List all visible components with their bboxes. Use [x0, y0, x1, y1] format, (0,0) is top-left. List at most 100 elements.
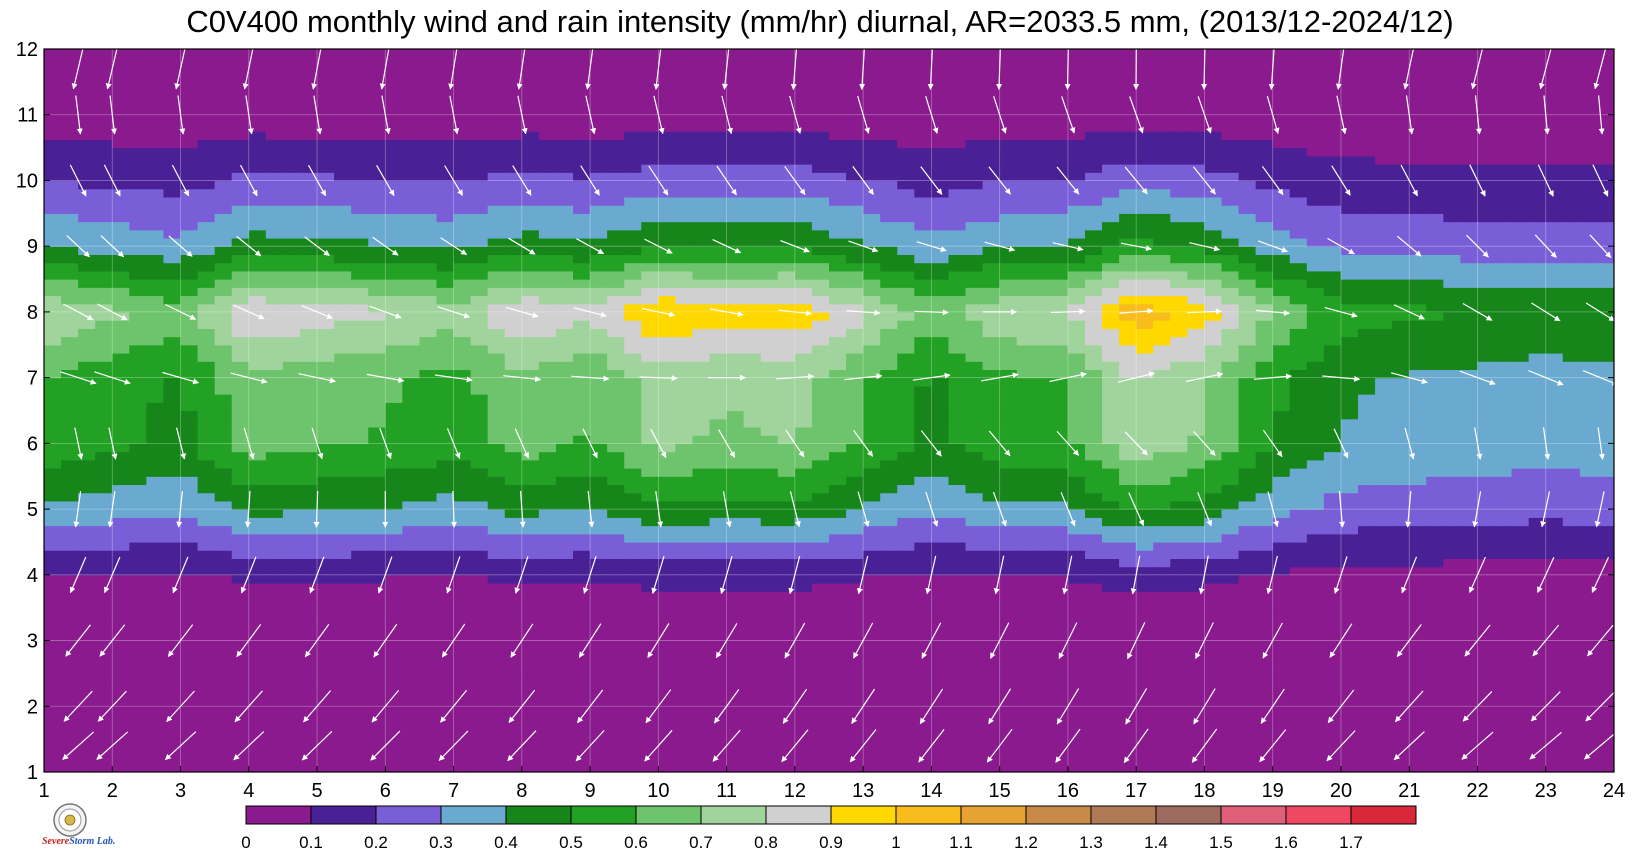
heat-cell	[914, 599, 932, 609]
heat-cell	[897, 681, 915, 691]
heat-cell	[248, 517, 267, 527]
heat-cell	[470, 574, 489, 584]
heat-cell	[487, 180, 506, 190]
heat-cell	[265, 394, 284, 403]
heat-cell	[573, 98, 591, 108]
heat-cell	[368, 295, 386, 305]
heat-cell	[470, 714, 489, 724]
heat-cell	[863, 566, 881, 576]
heat-cell	[948, 533, 967, 543]
heat-cell	[419, 558, 438, 568]
heat-cell	[794, 517, 813, 527]
heat-cell	[846, 344, 864, 354]
heat-cell	[675, 640, 694, 650]
heat-cell	[146, 131, 165, 140]
heat-cell	[709, 739, 728, 748]
heat-cell	[385, 615, 403, 625]
heat-cell	[846, 213, 864, 223]
heat-cell	[436, 311, 455, 321]
heat-cell	[931, 385, 950, 395]
heat-cell	[743, 155, 762, 165]
heat-cell	[197, 57, 216, 67]
heat-cell	[641, 352, 659, 362]
heat-cell	[538, 509, 557, 518]
heat-cell	[863, 435, 881, 444]
heat-cell	[299, 558, 318, 568]
heat-cell	[231, 246, 250, 255]
heat-cell	[948, 541, 967, 551]
heat-cell	[573, 451, 591, 461]
heat-cell	[658, 591, 677, 601]
heat-cell	[282, 254, 301, 264]
heat-cell	[607, 443, 625, 453]
heat-cell	[504, 492, 523, 502]
heat-cell	[197, 706, 216, 716]
heat-cell	[931, 525, 950, 535]
heat-cell	[760, 426, 779, 436]
heat-cell	[675, 468, 694, 477]
heat-cell	[334, 122, 352, 132]
heat-cell	[44, 591, 62, 601]
heat-cell	[777, 689, 796, 699]
heat-cell	[607, 188, 625, 198]
heat-cell	[624, 722, 642, 732]
heat-cell	[61, 328, 79, 338]
heat-cell	[880, 714, 898, 724]
heat-cell	[112, 180, 130, 190]
heat-cell	[95, 566, 113, 576]
heat-cell	[897, 246, 915, 255]
heat-cell	[44, 196, 62, 206]
heat-cell	[555, 188, 574, 198]
heat-cell	[948, 640, 967, 650]
heat-cell	[351, 615, 369, 625]
heat-cell	[368, 525, 386, 535]
heat-cell	[402, 344, 421, 354]
heat-cell	[487, 336, 506, 346]
heat-cell	[231, 443, 250, 453]
heat-cell	[794, 303, 813, 313]
heat-cell	[829, 303, 847, 313]
heat-cell	[78, 131, 96, 140]
heat-cell	[931, 344, 950, 354]
heat-cell	[624, 98, 642, 108]
heat-cell	[829, 591, 847, 601]
heat-cell	[624, 106, 642, 116]
heat-cell	[590, 336, 608, 346]
heat-cell	[829, 114, 847, 124]
heat-cell	[95, 221, 113, 231]
heat-cell	[163, 459, 182, 469]
heat-cell	[231, 517, 250, 527]
heat-cell	[692, 624, 711, 633]
heat-cell	[999, 541, 1018, 551]
heat-cell	[573, 755, 591, 765]
heat-cell	[317, 468, 335, 477]
heat-cell	[675, 155, 694, 165]
heat-cell	[743, 558, 762, 568]
heat-cell	[931, 435, 950, 444]
heat-cell	[692, 237, 711, 247]
heat-cell	[521, 418, 540, 428]
heat-cell	[999, 213, 1018, 223]
heat-cell	[914, 188, 932, 198]
heat-cell	[504, 591, 523, 601]
heat-cell	[675, 574, 694, 584]
heat-cell	[163, 377, 182, 387]
heat-cell	[419, 665, 438, 675]
heat-cell	[351, 747, 369, 757]
heat-cell	[760, 131, 779, 140]
heat-cell	[863, 665, 881, 675]
heat-cell	[675, 49, 694, 58]
heat-cell	[897, 591, 915, 601]
heat-cell	[180, 172, 199, 182]
heat-cell	[214, 640, 233, 650]
heat-cell	[334, 344, 352, 354]
heat-cell	[248, 205, 267, 214]
heat-cell	[248, 607, 267, 617]
heat-cell	[95, 139, 113, 149]
heat-cell	[146, 205, 165, 214]
heat-cell	[829, 566, 847, 576]
heat-cell	[317, 558, 335, 568]
heat-cell	[743, 476, 762, 486]
heat-cell	[317, 714, 335, 724]
heat-cell	[538, 566, 557, 576]
